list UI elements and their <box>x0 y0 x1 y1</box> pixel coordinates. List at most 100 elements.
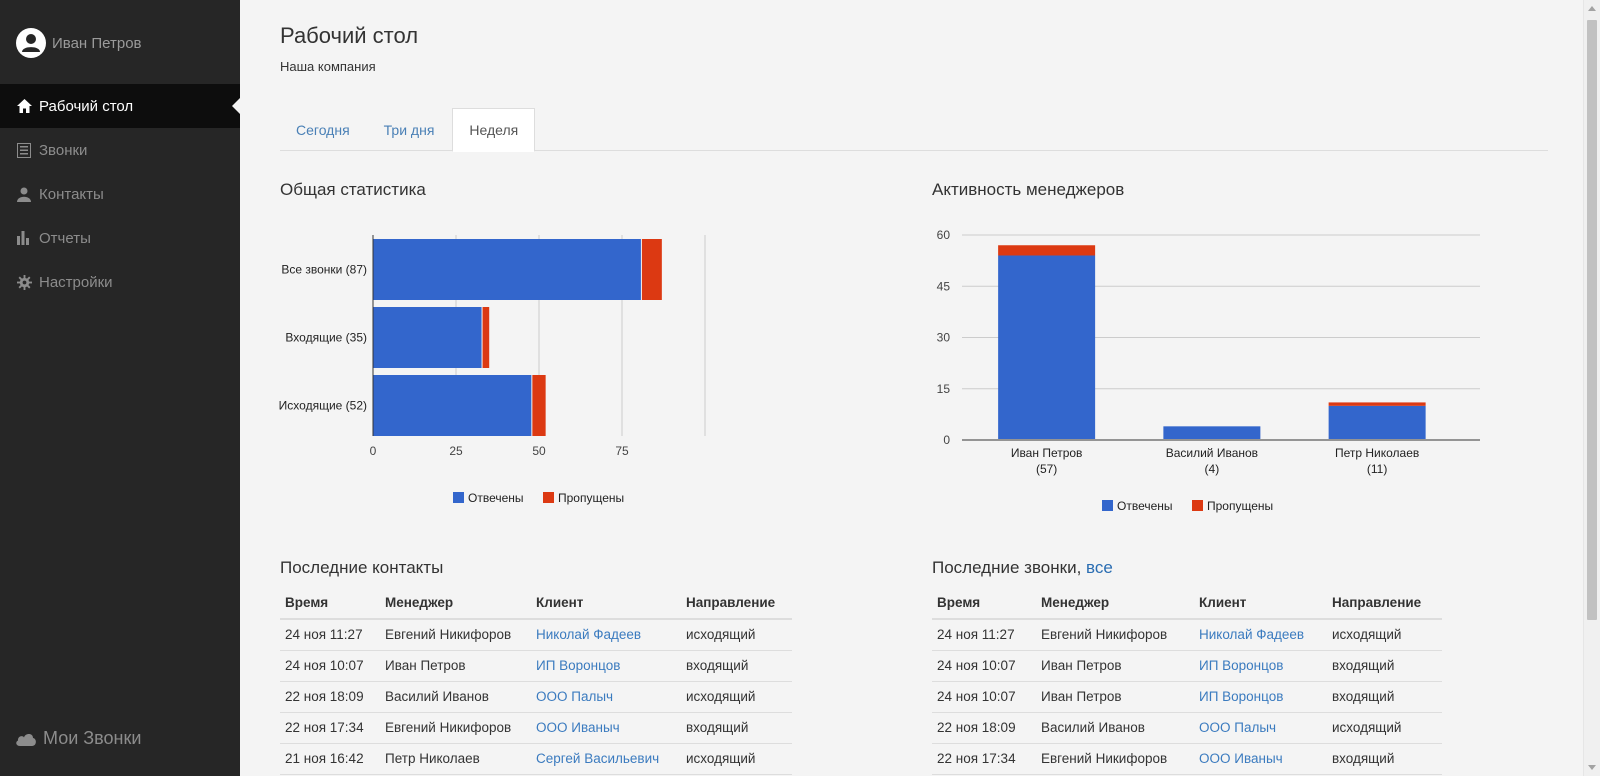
cell-manager: Василий Иванов <box>1036 712 1194 744</box>
cell-client-link[interactable]: ООО Иваныч <box>531 712 681 744</box>
column-header-client: Клиент <box>531 587 681 620</box>
x-tick-label: 0 <box>370 444 377 458</box>
table-row[interactable]: 24 ноя 11:27 Евгений Никифоров Николай Фад… <box>932 619 1442 651</box>
scrollbar-thumb[interactable] <box>1587 20 1597 620</box>
y-tick-label: 15 <box>937 382 951 396</box>
bar-missed <box>532 375 546 436</box>
table-row[interactable]: 22 ноя 18:09 Василий Иванов ООО Палыч исход… <box>280 681 792 713</box>
recent-contacts-title: Последние контакты <box>280 558 444 577</box>
cell-direction: исходящий <box>1327 619 1442 651</box>
cell-direction: входящий <box>1327 681 1442 713</box>
tab-three-days[interactable]: Три дня <box>383 121 435 138</box>
gear-icon <box>15 273 33 291</box>
x-tick-label: 50 <box>532 444 546 458</box>
cell-manager: Евгений Никифоров <box>1036 743 1194 775</box>
table-row[interactable]: 22 ноя 18:09 Василий Иванов ООО Палыч исход… <box>932 712 1442 744</box>
cell-time: 24 ноя 10:07 <box>932 650 1036 682</box>
scroll-up-arrow-icon[interactable] <box>1584 0 1600 17</box>
cell-client-link[interactable]: Николай Фадеев <box>1194 619 1327 651</box>
table-row[interactable]: 24 ноя 10:07 Иван Петров ИП Воронцов входящ… <box>932 650 1442 682</box>
legend-label-answered: Отвечены <box>468 491 524 505</box>
scroll-down-arrow-icon[interactable] <box>1584 759 1600 776</box>
cell-time: 21 ноя 16:42 <box>280 743 380 775</box>
avatar <box>16 28 46 58</box>
category-label: (4) <box>1205 462 1220 476</box>
sidebar-item-label: Рабочий стол <box>39 97 134 115</box>
sidebar-item-contacts[interactable]: Контакты <box>0 172 240 216</box>
category-label: Исходящие (52) <box>279 399 367 413</box>
tab-today[interactable]: Сегодня <box>296 121 350 138</box>
cell-client-link[interactable]: ООО Палыч <box>531 681 681 713</box>
cell-direction: входящий <box>1327 743 1442 775</box>
cloud-icon <box>15 730 37 748</box>
y-tick-label: 45 <box>937 279 951 293</box>
cell-direction: входящий <box>681 712 792 744</box>
y-tick-label: 30 <box>937 331 951 345</box>
bar-chart-icon <box>15 229 33 247</box>
legend-swatch-missed <box>543 492 554 503</box>
table-row[interactable]: 21 ноя 16:42 Петр Николаев Сергей Васильев… <box>280 743 792 775</box>
overall-stats-chart: 0 25 50 75 Все звонки (87) Входящие (35) Исход… <box>279 235 706 505</box>
column-header-time: Время <box>280 587 380 620</box>
legend-label-missed: Пропущены <box>1207 499 1273 513</box>
category-label: Василий Иванов <box>1166 446 1258 460</box>
sidebar-item-label: Настройки <box>39 273 113 291</box>
cell-manager: Василий Иванов <box>380 681 531 713</box>
home-icon <box>15 97 33 115</box>
cell-client-link[interactable]: ИП Воронцов <box>1194 650 1327 682</box>
table-row[interactable]: 24 ноя 10:07 Иван Петров ИП Воронцов входящ… <box>280 650 792 682</box>
sidebar-item-reports[interactable]: Отчеты <box>0 216 240 260</box>
category-label: (57) <box>1036 462 1057 476</box>
stats-section-title: Общая статистика <box>280 180 426 199</box>
legend-swatch-missed <box>1192 500 1203 511</box>
cell-client-link[interactable]: ООО Палыч <box>1194 712 1327 744</box>
cell-time: 22 ноя 18:09 <box>932 712 1036 744</box>
cell-manager: Евгений Никифоров <box>380 619 531 651</box>
cell-direction: входящий <box>681 650 792 682</box>
cell-client-link[interactable]: Сергей Васильевич <box>531 743 681 775</box>
table-row[interactable]: 22 ноя 17:34 Евгений Никифоров ООО Иваныч в… <box>280 712 792 744</box>
sidebar-item-dashboard[interactable]: Рабочий стол <box>0 84 240 128</box>
bar-answered <box>373 375 532 436</box>
y-tick-label: 0 <box>943 433 950 447</box>
cell-client-link[interactable]: ИП Воронцов <box>531 650 681 682</box>
cell-client-link[interactable]: Николай Фадеев <box>531 619 681 651</box>
cell-client-link[interactable]: ООО Иваныч <box>1194 743 1327 775</box>
bar-answered <box>1163 426 1261 439</box>
category-label: Входящие (35) <box>285 331 367 345</box>
category-label: Все звонки (87) <box>281 263 367 277</box>
page-subtitle: Наша компания <box>280 59 376 74</box>
bar-answered <box>1328 405 1426 439</box>
cell-manager: Евгений Никифоров <box>380 712 531 744</box>
cell-direction: исходящий <box>681 681 792 713</box>
all-calls-link[interactable]: все <box>1086 558 1113 577</box>
tab-week[interactable]: Неделя <box>452 108 536 152</box>
column-header-direction: Направление <box>681 587 792 620</box>
cell-client-link[interactable]: ИП Воронцов <box>1194 681 1327 713</box>
category-label: (11) <box>1367 462 1387 476</box>
bar-missed <box>1328 402 1426 406</box>
column-header-manager: Менеджер <box>1036 587 1194 620</box>
table-row[interactable]: 24 ноя 10:07 Иван Петров ИП Воронцов входящ… <box>932 681 1442 713</box>
cell-direction: исходящий <box>681 619 792 651</box>
cell-time: 22 ноя 17:34 <box>280 712 380 744</box>
cell-direction: входящий <box>1327 650 1442 682</box>
page-scrollbar[interactable] <box>1583 0 1600 776</box>
main-content: Рабочий стол Наша компания Сегодня Три д… <box>240 0 1583 776</box>
recent-contacts-table: Время Менеджер Клиент Направление 24 ноя… <box>280 587 792 775</box>
table-row[interactable]: 22 ноя 17:34 Евгений Никифоров ООО Иваныч в… <box>932 743 1442 775</box>
table-row[interactable]: 24 ноя 11:27 Евгений Никифоров Николай Фад… <box>280 619 792 651</box>
bar-answered <box>373 239 641 300</box>
recent-calls-table: Время Менеджер Клиент Направление 24 ноя… <box>932 587 1442 775</box>
column-header-time: Время <box>932 587 1036 620</box>
sidebar-item-label: Отчеты <box>39 229 91 247</box>
sidebar-item-settings[interactable]: Настройки <box>0 260 240 304</box>
cell-time: 24 ноя 11:27 <box>280 619 380 651</box>
bar-missed <box>998 245 1096 256</box>
category-label: Петр Николаев <box>1335 446 1419 460</box>
brand-logo: Мои Звонки <box>15 728 141 749</box>
legend-label-missed: Пропущены <box>558 491 624 505</box>
sidebar-item-calls[interactable]: Звонки <box>0 128 240 172</box>
user-profile[interactable]: Иван Петров <box>16 28 142 58</box>
cell-time: 24 ноя 10:07 <box>932 681 1036 713</box>
